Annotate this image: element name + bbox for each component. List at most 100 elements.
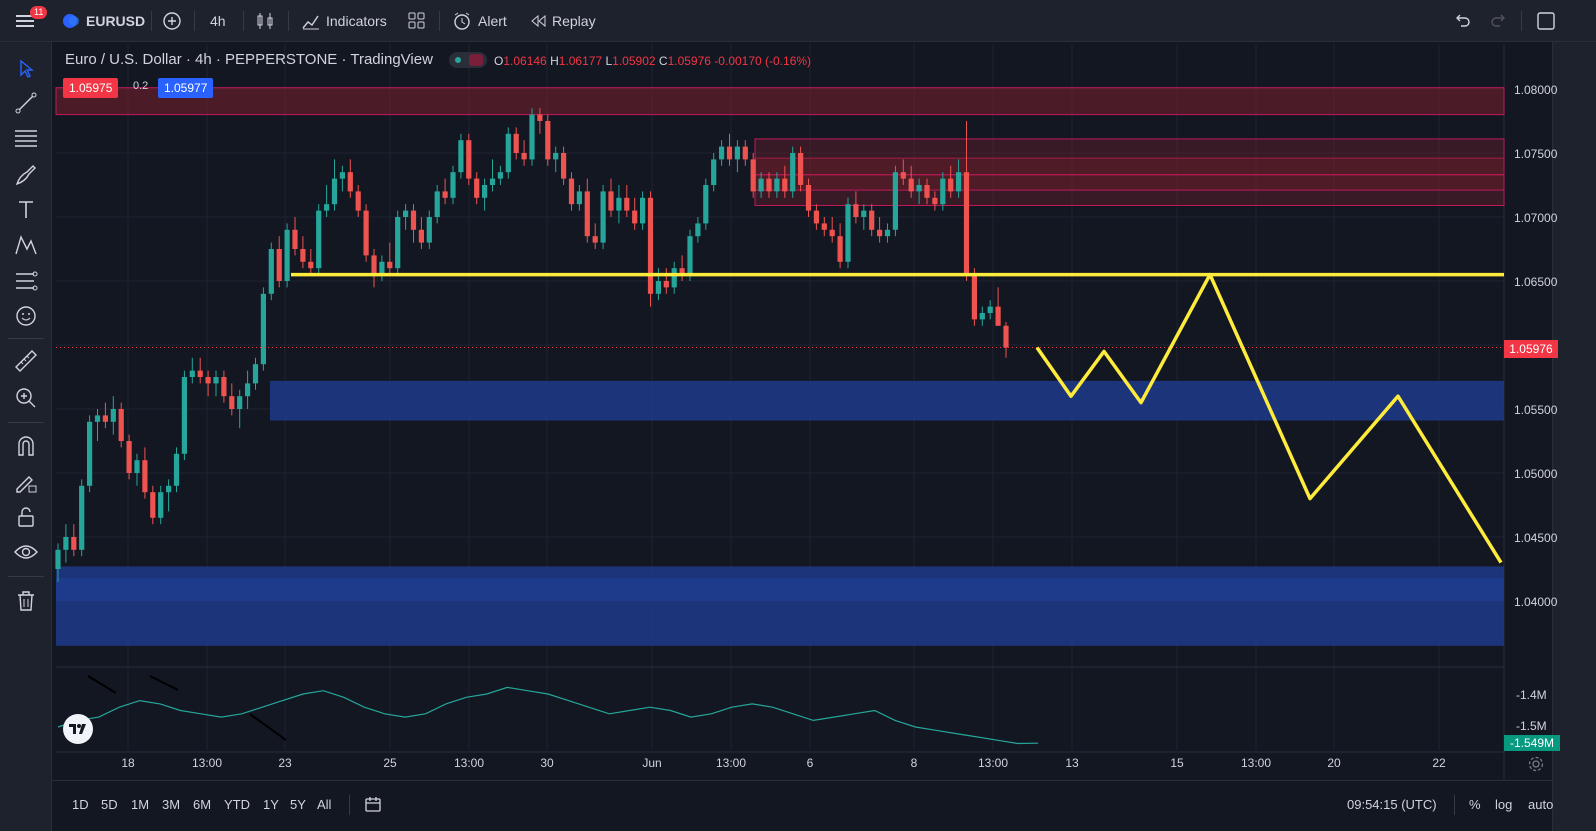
demand-zone	[270, 380, 1504, 421]
pattern-icon[interactable]	[13, 232, 39, 258]
fib-retracement-icon[interactable]	[13, 126, 39, 152]
candle-body	[655, 281, 661, 294]
candle-body	[482, 185, 488, 198]
symbol-label: EURUSD	[86, 13, 146, 29]
candle-body	[774, 178, 780, 192]
candle-body	[719, 146, 725, 160]
legend-title: Euro / U.S. Dollar · 4h · PEPPERSTONE · …	[65, 51, 433, 68]
demand-zone	[56, 566, 1504, 578]
range-3m[interactable]: 3M	[162, 797, 181, 812]
range-5d[interactable]: 5D	[101, 797, 118, 812]
candle-body	[158, 492, 164, 518]
range-1d[interactable]: 1D	[72, 797, 89, 812]
candle-body	[521, 153, 527, 160]
lock-drawing-icon[interactable]	[13, 469, 39, 495]
chart-type-button[interactable]	[255, 0, 275, 42]
candle-body	[805, 185, 812, 211]
prediction-icon[interactable]	[13, 268, 39, 294]
redo-button[interactable]	[1490, 0, 1508, 42]
zoom-in-icon[interactable]	[13, 385, 39, 411]
alert-label: Alert	[478, 13, 507, 29]
candle-body	[505, 133, 511, 173]
candle-body	[734, 146, 740, 160]
candle-body	[790, 153, 796, 192]
buy-button[interactable]: 1.05977	[158, 78, 214, 98]
euro-flag-icon	[63, 14, 79, 28]
rewind-icon	[531, 14, 546, 28]
candle-body	[632, 210, 638, 224]
undo-button[interactable]	[1453, 0, 1471, 42]
layouts-button[interactable]	[408, 0, 426, 42]
compare-symbol-button[interactable]	[162, 0, 182, 42]
candle-body	[640, 197, 646, 224]
alarm-clock-icon	[454, 12, 470, 30]
candle-body	[529, 114, 535, 160]
eye-icon[interactable]	[13, 539, 39, 565]
candle-body	[592, 236, 598, 243]
price-label: 1.04500	[1514, 531, 1558, 545]
candle-body	[892, 172, 898, 230]
candle-body	[537, 114, 543, 121]
interval-button[interactable]: 4h	[210, 0, 226, 42]
candle-body	[616, 197, 622, 211]
emoji-icon[interactable]	[13, 303, 39, 329]
replay-button[interactable]: Replay	[530, 0, 596, 42]
indicators-label: Indicators	[326, 13, 387, 29]
time-label: 13:00	[453, 756, 485, 770]
candle-body	[584, 191, 590, 237]
low-value: 1.05902	[612, 54, 656, 68]
candle-body	[434, 191, 440, 217]
range-all[interactable]: All	[317, 797, 332, 812]
range-6m[interactable]: 6M	[193, 797, 212, 812]
range-ytd[interactable]: YTD	[224, 797, 250, 812]
redo-icon	[1491, 14, 1505, 27]
sell-button[interactable]: 1.05975	[63, 78, 119, 98]
time-label: 22	[1432, 756, 1446, 770]
grid-icon	[408, 12, 425, 29]
text-tool-icon[interactable]	[13, 197, 39, 223]
open-value: 1.06146	[503, 54, 547, 68]
candle-body	[379, 261, 385, 275]
alert-button[interactable]: Alert	[452, 0, 507, 42]
candle-body	[971, 274, 977, 320]
indicators-button[interactable]: Indicators	[301, 0, 387, 42]
range-1m[interactable]: 1M	[131, 797, 150, 812]
date-range-icon[interactable]	[364, 796, 382, 814]
symbol-search-button[interactable]: EURUSD	[62, 0, 145, 42]
range-1y[interactable]: 1Y	[263, 797, 279, 812]
candle-body	[181, 377, 187, 454]
trend-line-icon[interactable]	[13, 90, 39, 116]
clock-display[interactable]: 09:54:15 (UTC)	[1347, 797, 1437, 812]
market-status-toggle[interactable]	[449, 52, 488, 69]
candle-body	[861, 210, 867, 217]
auto-toggle[interactable]: auto	[1528, 797, 1554, 812]
indicators-icon	[302, 15, 319, 30]
candle-body	[102, 415, 108, 422]
tradingview-logo[interactable]	[63, 714, 93, 744]
candle-body	[474, 178, 480, 198]
price-label: 1.08000	[1514, 83, 1558, 97]
percent-toggle[interactable]: %	[1469, 797, 1481, 812]
magnet-icon[interactable]	[13, 433, 39, 459]
price-label: 1.06500	[1514, 275, 1558, 289]
brush-icon[interactable]	[13, 162, 39, 188]
cursor-icon[interactable]	[13, 56, 39, 82]
settings-gear-icon[interactable]	[1527, 755, 1545, 773]
log-toggle[interactable]: log	[1495, 797, 1513, 812]
ruler-icon[interactable]	[13, 348, 39, 374]
lock-icon[interactable]	[13, 504, 39, 530]
candle-body	[948, 178, 954, 192]
candle-body	[71, 537, 77, 550]
oscillator-line	[57, 686, 1039, 745]
range-5y[interactable]: 5Y	[290, 797, 306, 812]
zones-layer	[55, 87, 1505, 646]
ohlc-values: O1.06146 H1.06177 L1.05902 C1.05976 -0.0…	[494, 54, 812, 68]
time-label: 6	[806, 756, 814, 770]
menu-button[interactable]	[14, 0, 36, 42]
candle-body	[821, 223, 827, 230]
fullscreen-button[interactable]	[1536, 0, 1556, 42]
candle-body	[711, 159, 717, 185]
current-price-label: 1.05976	[1504, 340, 1558, 358]
trash-icon[interactable]	[13, 588, 39, 614]
